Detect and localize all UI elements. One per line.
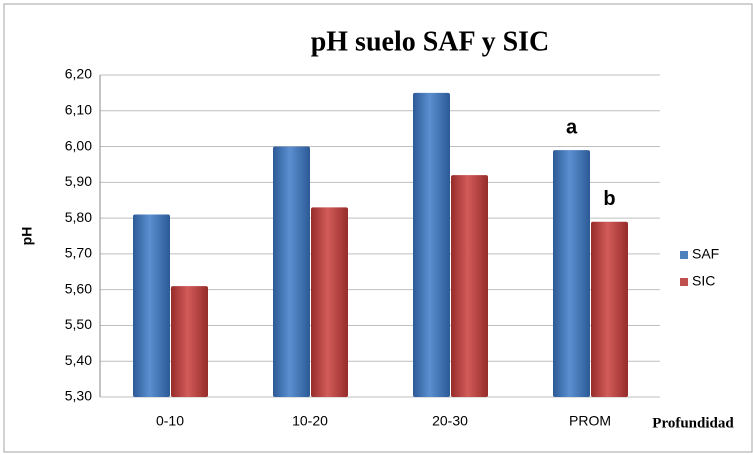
y-tick-label: 6,00 [65, 137, 92, 153]
bar [451, 175, 488, 397]
y-tick-label: 5,70 [65, 245, 92, 261]
bar [133, 214, 170, 397]
chart-title: pH suelo SAF y SIC [311, 26, 550, 57]
x-axis-label: Profundidad [652, 415, 734, 431]
legend-swatch [680, 278, 688, 286]
annotation: b [603, 188, 615, 210]
bar [591, 221, 628, 397]
y-tick-label: 5,30 [65, 388, 92, 404]
legend-label: SIC [692, 273, 715, 289]
bar [171, 286, 208, 397]
bar [413, 92, 450, 397]
y-axis-label: pH [19, 227, 35, 246]
x-tick-label: 20-30 [432, 413, 468, 429]
legend-label: SAF [692, 246, 719, 262]
y-tick-label: 5,80 [65, 209, 92, 225]
y-tick-label: 6,20 [65, 66, 92, 82]
legend-swatch [680, 251, 688, 259]
x-tick-label: 10-20 [292, 413, 328, 429]
bar [273, 146, 310, 397]
chart-frame [3, 3, 753, 453]
x-tick-label: 0-10 [156, 413, 184, 429]
y-tick-label: 5,40 [65, 352, 92, 368]
y-tick-label: 5,50 [65, 316, 92, 332]
y-tick-label: 5,90 [65, 173, 92, 189]
y-tick-label: 5,60 [65, 280, 92, 296]
bar [311, 207, 348, 397]
y-tick-label: 6,10 [65, 101, 92, 117]
bar [553, 150, 590, 397]
annotation: a [566, 116, 578, 138]
x-tick-label: PROM [569, 413, 611, 429]
